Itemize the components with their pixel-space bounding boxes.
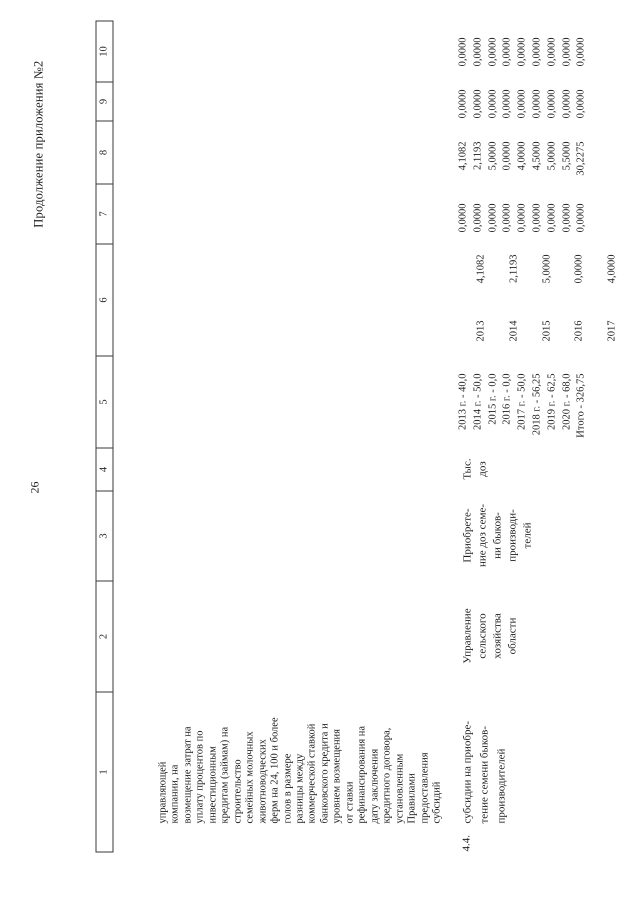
cell-4-4-col3-activity: Приобрете- ние доз семе- ни быков- произ…	[461, 503, 533, 567]
col6-year: 2015	[540, 320, 552, 341]
column-number-2: 2	[96, 580, 112, 691]
col6-row: 2014 2,1193	[507, 254, 522, 341]
column-number-1: 1	[96, 691, 112, 851]
col6-row: 2013 4,1082	[474, 254, 489, 341]
page-number: 26	[27, 481, 41, 493]
cell-continuation-col1: управляющей компании, на возмещение затр…	[157, 716, 442, 823]
cell-4-4-col9-values: 0,0000 0,0000 0,0000 0,0000 0,0000 0,000…	[457, 89, 587, 118]
column-number-8: 8	[96, 120, 112, 183]
cell-4-4-col8-values: 4,1082 2,1193 5,0000 0,0000 4,0000 4,500…	[457, 141, 587, 176]
column-number-4: 4	[96, 447, 112, 490]
col6-year: 2014	[507, 320, 519, 341]
col6-year: 2016	[573, 320, 585, 341]
col6-value: 4,0000	[606, 254, 618, 283]
column-number-5: 5	[96, 355, 112, 447]
column-number-7: 7	[96, 183, 112, 243]
column-number-10: 10	[97, 45, 109, 57]
cell-4-4-col6-yearly-financing: 2013 4,1082 2014 2,1193 2015 5,0000 2016…	[456, 243, 640, 355]
cell-4-4-col7-values: 0,0000 0,0000 0,0000 0,0000 0,0000 0,000…	[457, 203, 587, 232]
column-number-3: 3	[96, 490, 112, 580]
col6-value: 5,0000	[540, 254, 552, 283]
appendix-continuation-note: Продолжение приложения №2	[31, 60, 45, 228]
column-number-6: 6	[96, 243, 112, 355]
row-4-4-number: 4.4.	[460, 834, 472, 852]
col6-year: 2017	[606, 320, 618, 341]
column-number-9: 9	[96, 81, 112, 120]
col6-value: 0,0000	[573, 254, 585, 283]
cell-4-4-col2-responsible-body: Управление сельского хозяйства области	[461, 607, 518, 664]
cell-4-4-col5-yearly-volumes: 2013 г. - 40,0 2014 г. - 50,0 2015 г. - …	[457, 373, 587, 438]
col6-row: 2017 4,0000	[605, 254, 620, 341]
table-column-number-row: 1 2 3 4 5 6 7 8 9 10	[95, 20, 113, 852]
col6-value: 4,1082	[475, 254, 486, 283]
cell-4-4-col1-subsidy-name: субсидии на приобре- тение семени быков-…	[461, 720, 507, 823]
col6-value: 2,1193	[507, 254, 519, 283]
col6-row: 2015 5,0000	[540, 254, 555, 341]
col6-row: 2016 0,0000	[572, 254, 587, 341]
cell-4-4-col10-values: 0,0000 0,0000 0,0000 0,0000 0,0000 0,000…	[457, 37, 587, 66]
col6-year: 2013	[475, 320, 486, 341]
